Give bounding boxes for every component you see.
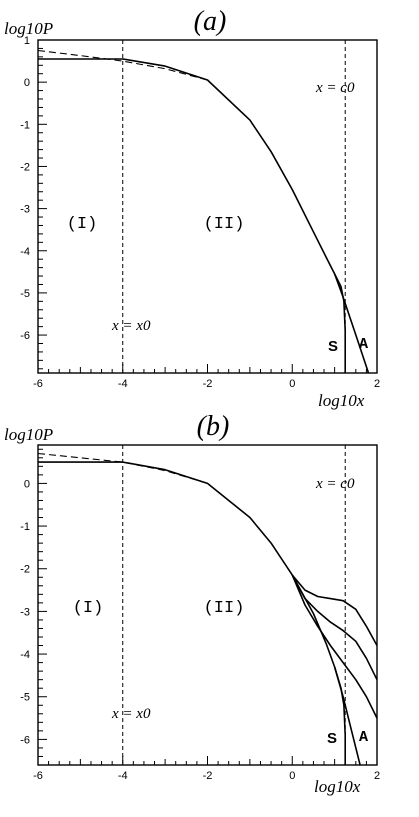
series-line: [333, 666, 361, 766]
x-tick-label: 2: [374, 770, 380, 782]
series-line: [291, 574, 378, 646]
series-line: [333, 273, 370, 374]
x-axis-label-a: log10x: [318, 391, 365, 410]
series-line: [291, 574, 378, 719]
series-dashed-line: [37, 49, 208, 81]
region-label-i-a: (I): [67, 215, 98, 234]
y-axis-label-b: log10P: [4, 425, 53, 444]
series-line: [291, 574, 378, 681]
y-tick-label: -3: [20, 606, 30, 618]
x-tick-label: -2: [203, 378, 213, 390]
x-tick-label: -4: [118, 378, 128, 390]
chart-title-b: (b): [197, 411, 230, 442]
c0-line-label-b: x = c0: [315, 476, 355, 492]
x-tick-label: -4: [118, 770, 128, 782]
curve-label-s-a: S: [328, 338, 338, 355]
curve-label-s-b: S: [327, 730, 337, 747]
y-tick-label: 0: [24, 77, 30, 89]
x-tick-label: -6: [33, 770, 43, 782]
curve-label-a-b: A: [359, 729, 368, 746]
x0-line-label-a: x = x0: [111, 318, 151, 334]
region-label-ii-a: (II): [204, 215, 245, 234]
y-tick-label: -4: [20, 246, 30, 258]
y-tick-label: -2: [20, 564, 30, 576]
y-axis-label-a: log10P: [4, 19, 53, 38]
x-tick-label: 0: [289, 770, 295, 782]
axes-b: -6 -4 -2 0 2 0 -1 -2 -3 -4 -5 -6: [20, 448, 380, 782]
x-tick-label: -2: [203, 770, 213, 782]
curve-label-a-a: A: [359, 336, 368, 353]
x-tick-label: 2: [374, 378, 380, 390]
x-axis-label-b: log10x: [314, 777, 361, 796]
series-dashed-line: [37, 452, 208, 484]
y-tick-label: -3: [20, 204, 30, 216]
region-label-ii-b: (II): [204, 599, 245, 618]
y-tick-label: -5: [20, 288, 30, 300]
y-tick-label: -4: [20, 649, 30, 661]
y-tick-label: -5: [20, 692, 30, 704]
y-tick-label: -6: [20, 734, 30, 746]
y-tick-label: 1: [24, 35, 30, 47]
y-tick-label: 0: [24, 478, 30, 490]
chart-title-a: (a): [194, 6, 227, 37]
c0-line-label-a: x = c0: [315, 80, 355, 96]
axes-a: -6 -4 -2 0 2 1 0 -1 -2 -3 -4 -5 -6: [20, 35, 380, 390]
x-tick-label: 0: [289, 378, 295, 390]
region-label-i-b: (I): [73, 599, 104, 618]
y-tick-label: -1: [20, 521, 30, 533]
x0-line-label-b: x = x0: [111, 706, 151, 722]
y-tick-label: -2: [20, 161, 30, 173]
panel-a: (a) log10P log10x (I) (II) x = x0 x = c0…: [4, 6, 380, 410]
x-tick-label: -6: [33, 378, 43, 390]
series-lines-a: [37, 40, 370, 374]
panel-b: (b) log10P log10x (I) (II) x = x0 x = c0…: [4, 411, 380, 796]
y-tick-label: -6: [20, 330, 30, 342]
y-tick-label: -1: [20, 119, 30, 131]
series-lines-b: [37, 445, 378, 766]
